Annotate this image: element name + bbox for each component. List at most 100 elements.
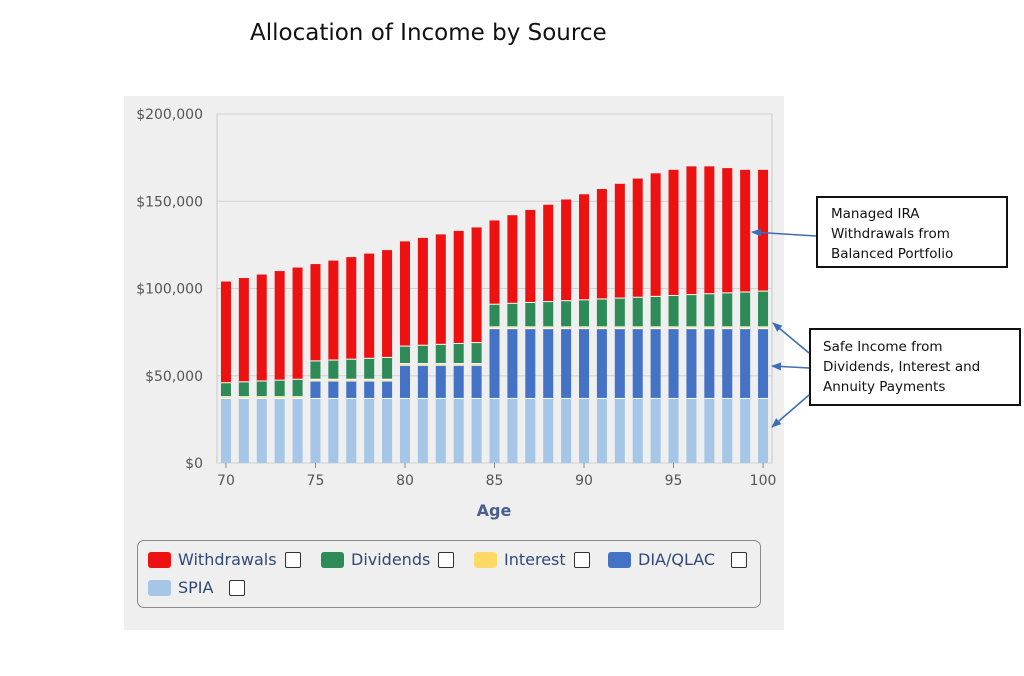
y-tick-label: $150,000 xyxy=(136,194,203,210)
bar-withdrawals-71 xyxy=(238,278,249,382)
bar-dividends-89 xyxy=(561,300,572,327)
bar-spia-70 xyxy=(220,398,231,463)
bar-spia-90 xyxy=(579,398,590,463)
bar-interest-89 xyxy=(561,326,572,329)
x-tick-label: 90 xyxy=(575,473,593,489)
bar-spia-93 xyxy=(632,398,643,463)
chart-legend: Withdrawals Dividends Interest DIA/QLAC … xyxy=(137,540,761,608)
bar-spia-92 xyxy=(614,398,625,463)
bar-dia-qlac-86 xyxy=(507,328,518,399)
bar-spia-74 xyxy=(292,398,303,463)
bar-spia-82 xyxy=(435,398,446,463)
legend-checkbox-spia[interactable] xyxy=(229,579,246,596)
bar-spia-97 xyxy=(704,398,715,463)
bar-dividends-98 xyxy=(722,292,733,327)
bar-withdrawals-81 xyxy=(417,237,428,346)
bar-interest-91 xyxy=(596,326,607,329)
callout-withdrawals: Managed IRA Withdrawals from Balanced Po… xyxy=(816,196,1008,268)
bar-dividends-95 xyxy=(668,295,679,327)
bar-interest-92 xyxy=(614,326,625,329)
bar-interest-97 xyxy=(704,326,715,329)
bar-dia-qlac-78 xyxy=(364,380,375,399)
bar-withdrawals-84 xyxy=(471,227,482,343)
bar-interest-75 xyxy=(310,379,321,381)
callout-withdrawals-line3: Balanced Portfolio xyxy=(831,246,954,262)
legend-label-interest: Interest xyxy=(504,550,566,569)
bar-interest-78 xyxy=(364,379,375,381)
bar-interest-70 xyxy=(220,396,231,399)
bar-withdrawals-74 xyxy=(292,267,303,380)
bar-dividends-80 xyxy=(399,346,410,364)
bar-dia-qlac-92 xyxy=(614,328,625,399)
legend-label-withdrawals: Withdrawals xyxy=(178,550,277,569)
bar-dia-qlac-97 xyxy=(704,328,715,399)
bar-interest-77 xyxy=(346,379,357,381)
bar-dividends-83 xyxy=(453,343,464,364)
bar-interest-83 xyxy=(453,363,464,366)
bar-withdrawals-78 xyxy=(364,253,375,359)
x-tick-label: 75 xyxy=(307,473,325,489)
legend-checkbox-withdrawals[interactable] xyxy=(284,551,301,568)
legend-checkbox-interest[interactable] xyxy=(573,551,590,568)
bar-withdrawals-70 xyxy=(220,281,231,383)
bar-withdrawals-87 xyxy=(525,209,536,303)
bar-interest-95 xyxy=(668,326,679,329)
bar-spia-85 xyxy=(489,398,500,463)
bar-spia-87 xyxy=(525,398,536,463)
bar-dia-qlac-95 xyxy=(668,328,679,399)
bar-withdrawals-80 xyxy=(399,241,410,347)
y-tick-label: $50,000 xyxy=(145,369,203,385)
legend-swatch-spia xyxy=(148,579,171,596)
bar-withdrawals-96 xyxy=(686,166,697,295)
bar-withdrawals-99 xyxy=(740,169,751,292)
legend-swatch-withdrawals xyxy=(148,551,171,568)
legend-item-withdrawals[interactable]: Withdrawals xyxy=(148,550,301,569)
bar-dividends-93 xyxy=(632,297,643,327)
bar-dia-qlac-79 xyxy=(382,380,393,399)
legend-checkbox-dia-qlac[interactable] xyxy=(731,551,748,568)
bar-dividends-92 xyxy=(614,298,625,327)
legend-item-dia-qlac[interactable]: DIA/QLAC xyxy=(608,550,748,569)
bar-withdrawals-82 xyxy=(435,234,446,345)
bar-interest-100 xyxy=(758,326,769,329)
bar-interest-93 xyxy=(632,326,643,329)
x-tick-label: 95 xyxy=(665,473,683,489)
bar-dia-qlac-88 xyxy=(543,328,554,399)
bar-dia-qlac-76 xyxy=(328,380,339,399)
bar-spia-99 xyxy=(740,398,751,463)
bar-dividends-78 xyxy=(364,358,375,380)
bar-dia-qlac-90 xyxy=(579,328,590,399)
x-tick-label: 100 xyxy=(750,473,777,489)
legend-item-spia[interactable]: SPIA xyxy=(148,578,246,597)
bar-dia-qlac-99 xyxy=(740,328,751,399)
bar-spia-96 xyxy=(686,398,697,463)
y-tick-label: $0 xyxy=(185,456,203,472)
legend-checkbox-dividends[interactable] xyxy=(438,551,455,568)
bar-dia-qlac-77 xyxy=(346,380,357,399)
callout-safe-income-line1: Safe Income from xyxy=(823,339,943,355)
bar-dividends-82 xyxy=(435,344,446,364)
bar-dividends-73 xyxy=(274,380,285,397)
bar-spia-76 xyxy=(328,398,339,463)
bar-spia-80 xyxy=(399,398,410,463)
bar-interest-79 xyxy=(382,379,393,381)
bar-interest-74 xyxy=(292,396,303,399)
legend-label-dia-qlac: DIA/QLAC xyxy=(638,550,716,569)
x-tick-label: 85 xyxy=(486,473,504,489)
legend-item-dividends[interactable]: Dividends xyxy=(321,550,455,569)
legend-label-dividends: Dividends xyxy=(351,550,431,569)
bar-interest-84 xyxy=(471,363,482,366)
legend-item-interest[interactable]: Interest xyxy=(474,550,590,569)
bar-spia-88 xyxy=(543,398,554,463)
bar-dividends-77 xyxy=(346,359,357,380)
bar-withdrawals-88 xyxy=(543,204,554,302)
x-tick-label: 80 xyxy=(396,473,414,489)
callout-safe-income-line3: Annuity Payments xyxy=(823,379,946,395)
bar-spia-78 xyxy=(364,398,375,463)
stacked-bar-chart: $0 $50,000 $100,000 $150,000 $200,000 70 75 80… xyxy=(136,107,777,520)
bar-spia-100 xyxy=(758,398,769,463)
bar-dividends-91 xyxy=(596,298,607,327)
callout-withdrawals-line1: Managed IRA xyxy=(831,206,920,222)
bar-dia-qlac-84 xyxy=(471,365,482,399)
bar-spia-89 xyxy=(561,398,572,463)
